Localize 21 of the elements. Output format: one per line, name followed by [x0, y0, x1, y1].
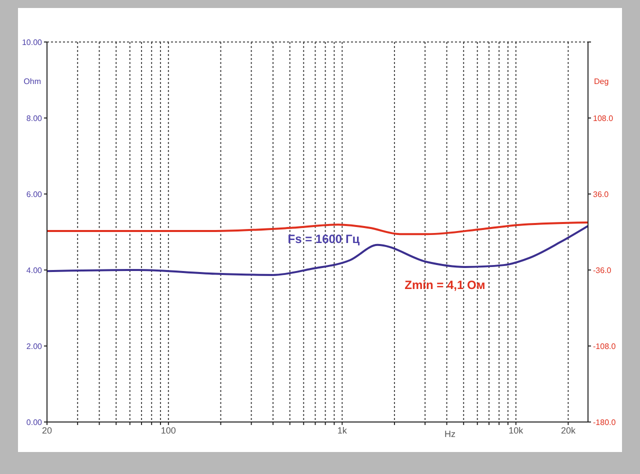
x-tick-label: 20: [42, 425, 52, 436]
y-tick-label: 0.00: [26, 418, 43, 427]
annotation: Fs = 1600 Гц: [288, 232, 360, 246]
y-axis-title: Ohm: [24, 77, 42, 86]
y-tick-label: 10.00: [22, 38, 43, 47]
y-tick-label: 8.00: [26, 114, 43, 123]
y-tick-label: 4.00: [26, 266, 43, 275]
y2-tick-label: -108.0: [593, 342, 616, 351]
y2-tick-label: -180.0: [593, 418, 616, 427]
y2-tick-label: 36.0: [593, 190, 610, 199]
x-tick-label: 10k: [508, 425, 524, 436]
y2-tick-label: 108.0: [593, 114, 614, 123]
x-tick-label: 20k: [560, 425, 576, 436]
y-tick-label: 6.00: [26, 190, 43, 199]
y-tick-label: 2.00: [26, 342, 43, 351]
x-tick-label: 100: [160, 425, 176, 436]
x-axis-title: Hz: [444, 429, 456, 439]
y2-tick-label: -36.0: [593, 266, 612, 275]
x-tick-label: 1k: [337, 425, 348, 436]
annotation: Zmin = 4,1 Ом: [404, 278, 486, 292]
y2-axis-title: Deg: [594, 77, 609, 86]
